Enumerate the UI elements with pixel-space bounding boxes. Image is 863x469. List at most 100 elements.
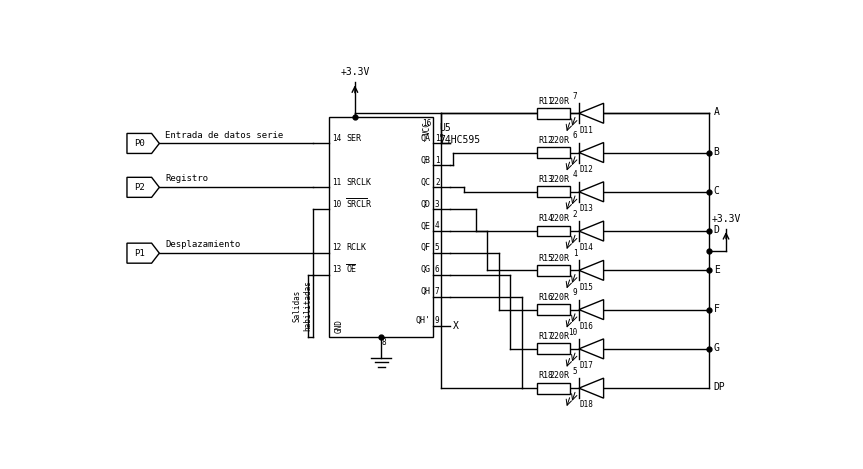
Text: 7: 7 bbox=[573, 92, 577, 101]
Polygon shape bbox=[127, 134, 160, 153]
Text: D11: D11 bbox=[580, 126, 594, 135]
Text: 220R: 220R bbox=[550, 254, 570, 263]
Text: 220R: 220R bbox=[550, 175, 570, 184]
Text: P2: P2 bbox=[134, 183, 145, 192]
Text: SRCLR: SRCLR bbox=[346, 199, 371, 209]
Text: R12: R12 bbox=[539, 136, 553, 145]
Bar bbox=[330, 117, 433, 337]
Text: 220R: 220R bbox=[550, 293, 570, 302]
Text: Desplazamiento: Desplazamiento bbox=[166, 240, 241, 250]
Text: 12: 12 bbox=[332, 243, 342, 252]
Polygon shape bbox=[579, 378, 603, 398]
Text: 7: 7 bbox=[435, 287, 439, 296]
Text: 5: 5 bbox=[573, 367, 577, 376]
Text: QD: QD bbox=[420, 199, 431, 209]
Text: 220R: 220R bbox=[550, 332, 570, 341]
Text: R13: R13 bbox=[539, 175, 553, 184]
Polygon shape bbox=[127, 243, 160, 263]
Text: 1: 1 bbox=[435, 156, 439, 165]
Text: 11: 11 bbox=[332, 178, 342, 187]
Text: F: F bbox=[714, 304, 720, 314]
Text: QA: QA bbox=[420, 134, 431, 143]
Bar bbox=[538, 226, 570, 236]
Text: 1: 1 bbox=[573, 249, 577, 258]
Text: D14: D14 bbox=[580, 243, 594, 252]
Text: 14: 14 bbox=[332, 134, 342, 143]
Bar bbox=[538, 186, 570, 197]
Text: SRCLK: SRCLK bbox=[346, 178, 371, 187]
Text: R14: R14 bbox=[539, 214, 553, 223]
Text: 220R: 220R bbox=[550, 214, 570, 223]
Text: U5
74HC595: U5 74HC595 bbox=[439, 123, 481, 145]
Text: OE: OE bbox=[346, 265, 356, 274]
Text: A: A bbox=[714, 107, 720, 118]
Polygon shape bbox=[579, 103, 603, 123]
Text: Salidas
habilitadas: Salidas habilitadas bbox=[293, 280, 312, 331]
Text: +3.3V: +3.3V bbox=[711, 214, 740, 224]
Text: D17: D17 bbox=[580, 361, 594, 370]
Text: 8: 8 bbox=[381, 338, 386, 347]
Text: E: E bbox=[714, 265, 720, 274]
Text: 5: 5 bbox=[435, 243, 439, 252]
Text: R18: R18 bbox=[539, 371, 553, 380]
Text: D13: D13 bbox=[580, 204, 594, 213]
Text: QF: QF bbox=[420, 243, 431, 252]
Text: Entrada de datos serie: Entrada de datos serie bbox=[166, 130, 284, 140]
Bar bbox=[538, 383, 570, 393]
Polygon shape bbox=[579, 182, 603, 202]
Text: 3: 3 bbox=[435, 199, 439, 209]
Text: D15: D15 bbox=[580, 283, 594, 292]
Bar bbox=[538, 147, 570, 158]
Polygon shape bbox=[579, 260, 603, 280]
Text: D12: D12 bbox=[580, 165, 594, 174]
Text: D18: D18 bbox=[580, 401, 594, 409]
Text: QH': QH' bbox=[415, 316, 431, 325]
Text: Registro: Registro bbox=[166, 174, 209, 183]
Text: R11: R11 bbox=[539, 97, 553, 106]
Text: R16: R16 bbox=[539, 293, 553, 302]
Text: 16: 16 bbox=[422, 119, 432, 128]
Text: 220R: 220R bbox=[550, 371, 570, 380]
Text: +3.3V: +3.3V bbox=[340, 67, 369, 77]
Text: R17: R17 bbox=[539, 332, 553, 341]
Polygon shape bbox=[579, 339, 603, 359]
Text: GND: GND bbox=[334, 319, 343, 333]
Text: 9: 9 bbox=[573, 288, 577, 297]
Polygon shape bbox=[579, 221, 603, 241]
Text: P1: P1 bbox=[134, 249, 145, 257]
Bar bbox=[538, 265, 570, 276]
Bar bbox=[538, 343, 570, 354]
Text: 2: 2 bbox=[435, 178, 439, 187]
Text: QB: QB bbox=[420, 156, 431, 165]
Text: D16: D16 bbox=[580, 322, 594, 331]
Text: 4: 4 bbox=[573, 170, 577, 180]
Text: RCLK: RCLK bbox=[346, 243, 367, 252]
Text: P0: P0 bbox=[134, 139, 145, 148]
Text: 9: 9 bbox=[435, 316, 439, 325]
Text: 13: 13 bbox=[332, 265, 342, 274]
Text: 2: 2 bbox=[573, 210, 577, 219]
Text: 15: 15 bbox=[435, 134, 444, 143]
Text: 4: 4 bbox=[435, 221, 439, 230]
Text: QE: QE bbox=[420, 221, 431, 230]
Text: QG: QG bbox=[420, 265, 431, 274]
Text: QH: QH bbox=[420, 287, 431, 296]
Polygon shape bbox=[127, 177, 160, 197]
Text: 220R: 220R bbox=[550, 136, 570, 145]
Text: 10: 10 bbox=[568, 327, 577, 337]
Text: B: B bbox=[714, 147, 720, 157]
Text: X: X bbox=[453, 321, 458, 331]
Text: VCC: VCC bbox=[423, 121, 432, 135]
Text: 10: 10 bbox=[332, 199, 342, 209]
Bar bbox=[538, 304, 570, 315]
Text: R15: R15 bbox=[539, 254, 553, 263]
Text: D: D bbox=[714, 225, 720, 235]
Text: SER: SER bbox=[346, 134, 362, 143]
Text: DP: DP bbox=[714, 382, 726, 393]
Polygon shape bbox=[579, 143, 603, 163]
Text: C: C bbox=[714, 186, 720, 196]
Text: QC: QC bbox=[420, 178, 431, 187]
Text: G: G bbox=[714, 343, 720, 353]
Text: 6: 6 bbox=[573, 131, 577, 140]
Text: 6: 6 bbox=[435, 265, 439, 274]
